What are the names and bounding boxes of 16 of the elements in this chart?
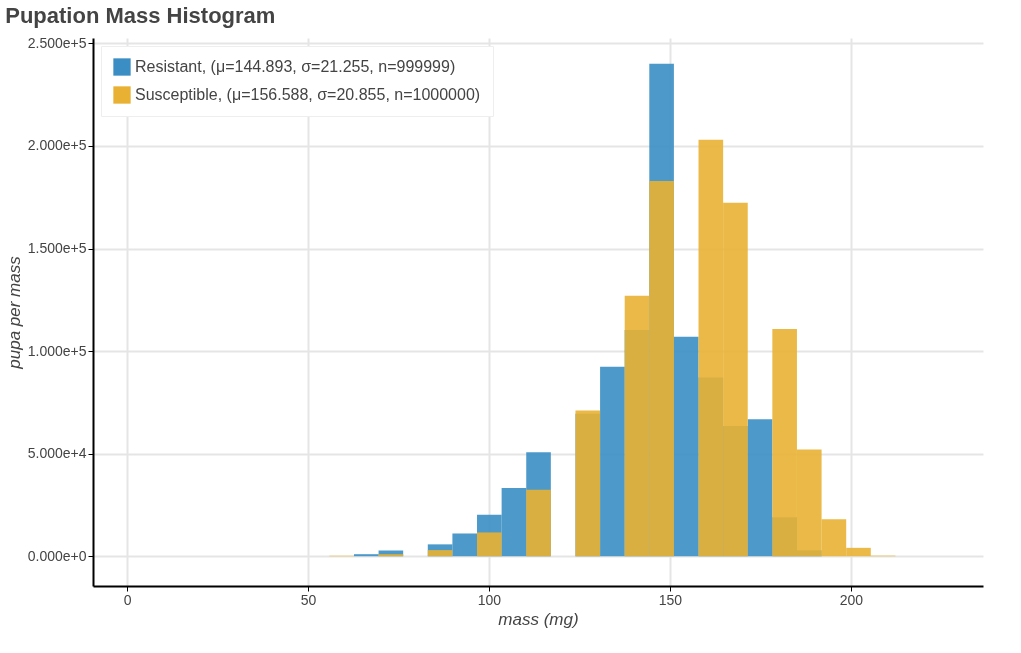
y-tick-label: 1.500e+5 <box>27 240 87 256</box>
x-tick-label: 50 <box>300 591 317 608</box>
x-tick-label: 150 <box>658 591 683 608</box>
y-tick-label: 0.000e+0 <box>27 547 87 564</box>
x-tick-label: 100 <box>477 591 502 608</box>
legend-label: Susceptible, (μ=156.588, σ=20.855, n=1000000) <box>135 86 481 103</box>
y-tick-label: 2.000e+5 <box>27 137 87 154</box>
x-axis-title: mass (mg) <box>498 609 579 629</box>
x-tick-label: 200 <box>839 591 864 608</box>
y-axis-title: pupa per mass <box>4 255 24 370</box>
x-tick-label: 0 <box>123 591 132 608</box>
y-tick-label: 1.000e+5 <box>27 342 87 359</box>
chart-title: Pupation Mass Histogram <box>5 3 276 29</box>
legend-label: Resistant, (μ=144.893, σ=21.255, n=999999) <box>135 58 456 75</box>
y-tick-label: 5.000e+4 <box>27 445 87 462</box>
y-tick-label: 2.500e+5 <box>27 34 87 51</box>
